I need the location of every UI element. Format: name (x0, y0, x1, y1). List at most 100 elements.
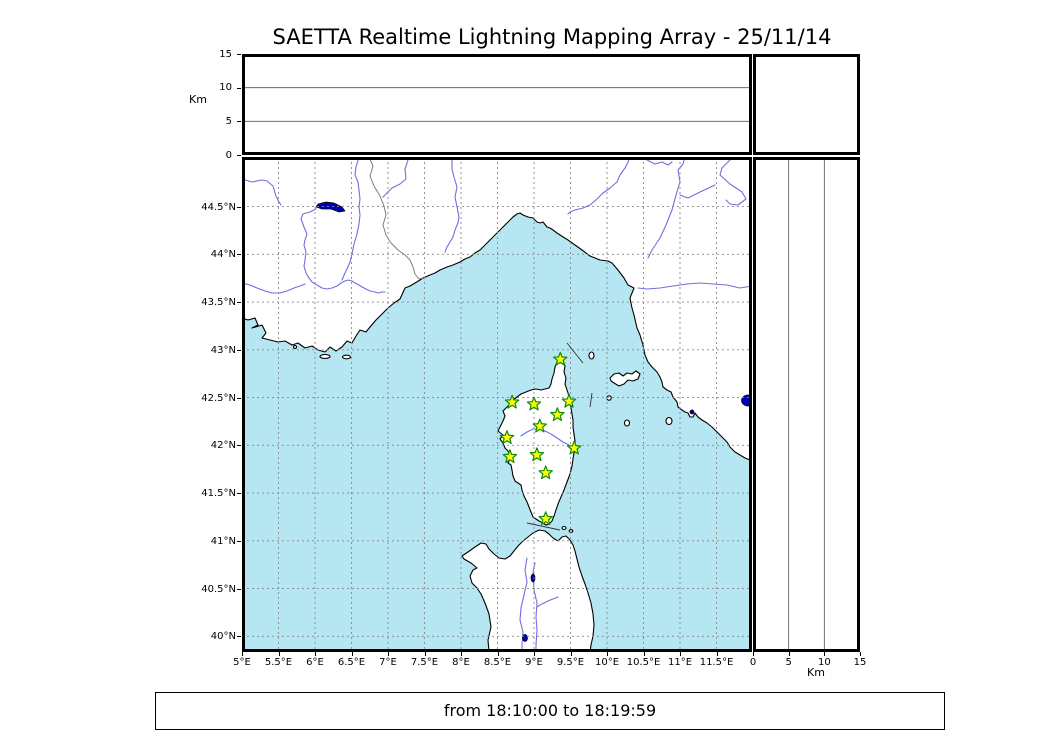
lon-tick-mark (607, 652, 608, 656)
station-markers-layer (499, 351, 582, 526)
km-tick-label: 15 (853, 657, 867, 668)
lon-tick-mark (278, 652, 280, 656)
lon-tick-label: 7.5°E (410, 657, 439, 668)
lagoon-orbetello (689, 409, 695, 415)
lightning-station-marker (553, 351, 568, 366)
lat-tick-mark (237, 254, 241, 256)
lightning-station-marker (532, 418, 548, 433)
lightning-station-marker (538, 465, 553, 480)
lat-tick-mark (237, 445, 241, 447)
altitude-tick-mark (237, 54, 241, 55)
lon-tick-mark (534, 652, 535, 656)
km-tick-mark (860, 652, 861, 656)
lat-tick-label: 42°N (210, 440, 236, 452)
altitude-tick-mark (237, 121, 241, 123)
km-tick-mark (753, 652, 754, 656)
lon-tick-mark (643, 652, 645, 656)
altitude-panel-gridlines (245, 87, 749, 122)
lightning-station-marker (502, 449, 518, 464)
lon-tick-label: 9.5°E (556, 657, 585, 668)
altitude-axis-unit-left: Km (189, 93, 207, 106)
lightning-station-marker (526, 396, 542, 411)
lon-tick-label: 5°E (233, 657, 251, 668)
lake-serre-poncon (315, 201, 346, 213)
lat-tick-mark (237, 636, 241, 638)
map-hyeres-island (319, 353, 331, 360)
altitude-tick-mark (237, 87, 241, 89)
map-line-segments (526, 342, 593, 531)
time-range-text: from 18:10:00 to 18:19:59 (443, 701, 657, 720)
altitude-panel-frame (242, 54, 752, 155)
lon-tick-mark (242, 652, 243, 656)
lon-tick-label: 10°E (594, 657, 620, 668)
lon-tick-label: 11.5°E (699, 657, 734, 668)
lon-tick-mark (388, 652, 389, 656)
lat-tick-mark (237, 349, 241, 351)
map-elba-island (609, 370, 641, 387)
map-maddalena-islet (561, 525, 567, 531)
lat-tick-mark (237, 493, 241, 495)
altitude-longitude-panel (242, 54, 752, 155)
lon-tick-label: 8°E (452, 657, 470, 668)
lat-tick-label: 40.5°N (201, 583, 236, 595)
lon-tick-label: 6°E (306, 657, 324, 668)
lat-tick-mark (237, 206, 241, 208)
lon-tick-mark (497, 652, 499, 656)
lat-tick-label: 44°N (210, 249, 236, 261)
lightning-station-marker (566, 440, 582, 455)
time-range-box: from 18:10:00 to 18:19:59 (155, 692, 945, 730)
altitude-tick-label: 0 (225, 149, 232, 161)
altitude-tick-label: 15 (219, 48, 232, 60)
lightning-station-marker (504, 394, 520, 409)
map-giglio-island (665, 416, 673, 426)
altitude-latitude-panel (753, 157, 860, 652)
map-corsica (497, 356, 576, 526)
page-title: SAETTA Realtime Lightning Mapping Array … (272, 25, 832, 49)
country-border (368, 157, 424, 280)
km-tick-label: 5 (785, 657, 792, 668)
lake-coghinas (530, 573, 536, 583)
km-tick-mark (788, 652, 790, 656)
lon-tick-label: 6.5°E (337, 657, 366, 668)
km-tick-label: 10 (817, 657, 831, 668)
lon-tick-label: 9°E (525, 657, 543, 668)
lat-tick-mark (237, 540, 241, 542)
lat-tick-label: 42.5°N (201, 392, 236, 404)
km-tick-mark (824, 652, 826, 656)
lat-tick-mark (237, 588, 241, 590)
lon-tick-label: 5.5°E (264, 657, 293, 668)
altitude-right-gridlines (788, 160, 825, 649)
lon-tick-mark (351, 652, 353, 656)
km-tick-label: 0 (749, 657, 757, 668)
lon-tick-label: 10.5°E (626, 657, 661, 668)
map-islet (292, 344, 298, 350)
lightning-station-marker (499, 430, 515, 444)
altitude-tick-mark (237, 155, 241, 156)
lon-tick-label: 7°E (379, 657, 397, 668)
land-layer (242, 157, 752, 652)
lon-tick-mark (680, 652, 681, 656)
corner-panel-frame (753, 54, 860, 155)
lightning-station-marker (561, 393, 577, 408)
lon-tick-mark (315, 652, 316, 656)
lon-tick-mark (424, 652, 426, 656)
altitude-right-frame (753, 157, 860, 652)
rivers-layer (242, 157, 752, 652)
lon-tick-mark (716, 652, 718, 656)
lat-tick-label: 40°N (210, 631, 236, 643)
map-capraia-island (588, 351, 595, 360)
map-panel (242, 157, 752, 652)
histogram-corner-panel (753, 54, 860, 155)
lat-tick-label: 43.5°N (201, 297, 236, 309)
lat-tick-label: 43°N (210, 344, 236, 356)
lat-tick-mark (237, 397, 241, 399)
lightning-station-marker (538, 511, 553, 526)
map-mainland-coast (242, 157, 752, 462)
altitude-tick-label: 5 (225, 115, 232, 127)
lightning-station-marker (550, 407, 565, 422)
altitude-tick-label: 10 (219, 82, 232, 94)
map-sardinia (461, 529, 595, 652)
lon-tick-mark (570, 652, 572, 656)
lat-tick-label: 41.5°N (201, 488, 236, 500)
